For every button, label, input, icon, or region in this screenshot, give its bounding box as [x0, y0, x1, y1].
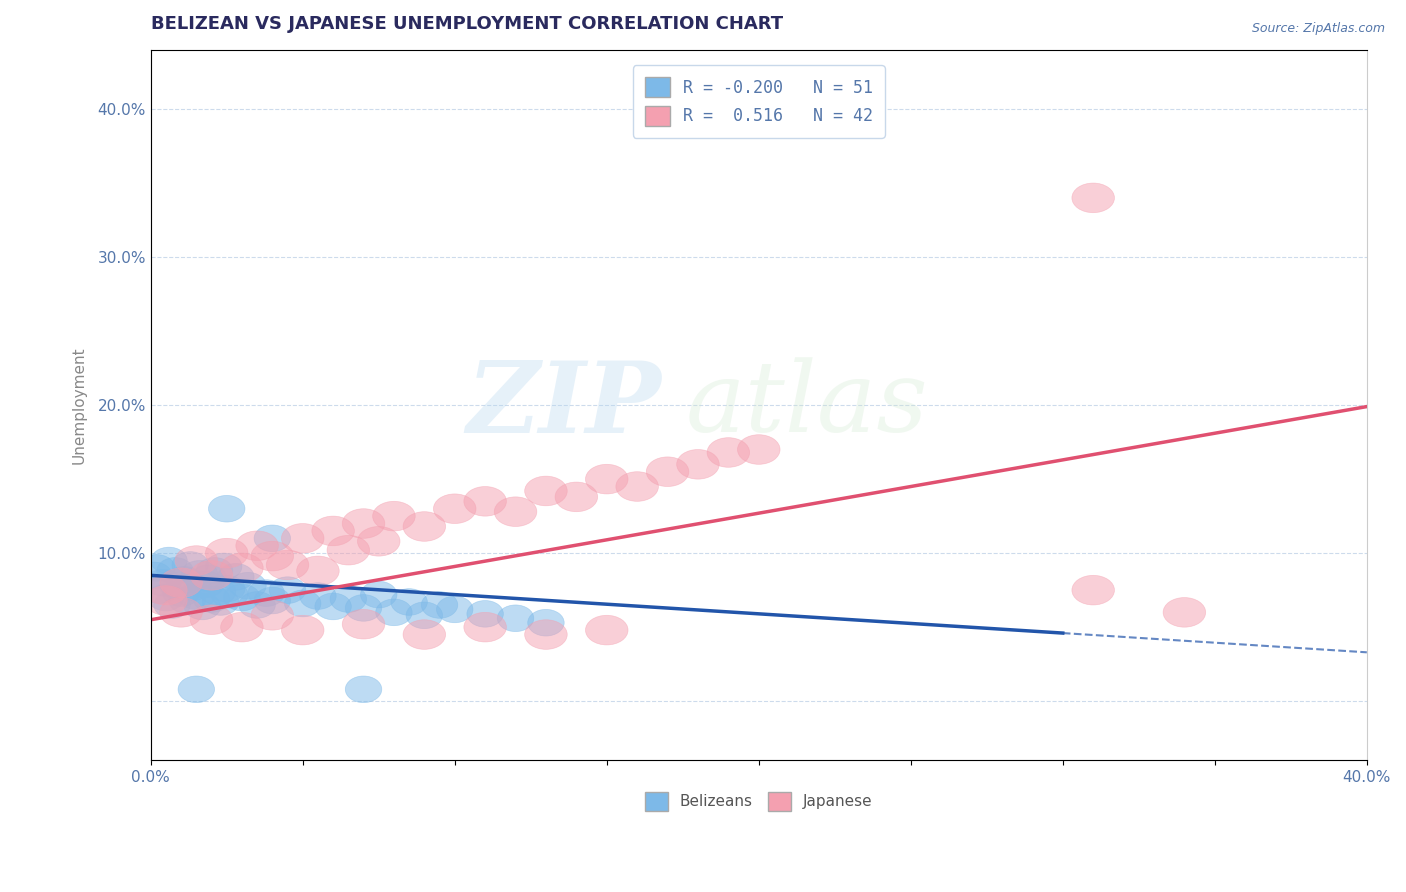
Ellipse shape	[236, 531, 278, 560]
Ellipse shape	[174, 546, 218, 575]
Ellipse shape	[281, 524, 323, 553]
Ellipse shape	[464, 612, 506, 642]
Ellipse shape	[346, 595, 382, 621]
Ellipse shape	[738, 434, 780, 465]
Ellipse shape	[495, 497, 537, 526]
Ellipse shape	[252, 600, 294, 630]
Ellipse shape	[527, 609, 564, 636]
Ellipse shape	[1071, 575, 1115, 605]
Ellipse shape	[211, 582, 247, 608]
Ellipse shape	[169, 587, 205, 614]
Ellipse shape	[187, 571, 224, 598]
Ellipse shape	[281, 615, 323, 645]
Ellipse shape	[184, 593, 221, 620]
Ellipse shape	[270, 577, 305, 604]
Ellipse shape	[145, 575, 187, 605]
Ellipse shape	[498, 605, 534, 632]
Ellipse shape	[200, 578, 236, 605]
Ellipse shape	[676, 450, 720, 479]
Ellipse shape	[357, 526, 401, 556]
Ellipse shape	[312, 516, 354, 546]
Ellipse shape	[297, 556, 339, 586]
Ellipse shape	[247, 580, 284, 607]
Ellipse shape	[145, 586, 187, 615]
Ellipse shape	[436, 596, 472, 623]
Ellipse shape	[190, 560, 233, 591]
Ellipse shape	[422, 591, 458, 618]
Ellipse shape	[139, 555, 174, 582]
Ellipse shape	[433, 494, 477, 524]
Ellipse shape	[342, 508, 385, 539]
Ellipse shape	[202, 589, 239, 615]
Legend: Belizeans, Japanese: Belizeans, Japanese	[638, 786, 879, 817]
Ellipse shape	[404, 512, 446, 541]
Ellipse shape	[360, 582, 396, 608]
Ellipse shape	[467, 600, 503, 627]
Y-axis label: Unemployment: Unemployment	[72, 346, 86, 464]
Ellipse shape	[524, 476, 567, 506]
Ellipse shape	[1071, 183, 1115, 212]
Ellipse shape	[197, 558, 233, 584]
Ellipse shape	[252, 541, 294, 571]
Ellipse shape	[315, 593, 352, 620]
Ellipse shape	[585, 465, 628, 494]
Ellipse shape	[299, 582, 336, 609]
Ellipse shape	[174, 574, 211, 600]
Ellipse shape	[218, 564, 254, 591]
Ellipse shape	[179, 582, 215, 609]
Ellipse shape	[179, 676, 215, 703]
Ellipse shape	[346, 676, 382, 703]
Ellipse shape	[239, 591, 276, 618]
Ellipse shape	[555, 482, 598, 512]
Ellipse shape	[190, 605, 233, 634]
Ellipse shape	[208, 495, 245, 522]
Ellipse shape	[153, 591, 190, 618]
Text: atlas: atlas	[686, 358, 928, 453]
Ellipse shape	[145, 569, 181, 596]
Text: Source: ZipAtlas.com: Source: ZipAtlas.com	[1251, 22, 1385, 36]
Ellipse shape	[707, 438, 749, 467]
Ellipse shape	[157, 558, 193, 584]
Ellipse shape	[647, 457, 689, 486]
Ellipse shape	[193, 586, 229, 612]
Ellipse shape	[172, 551, 208, 578]
Ellipse shape	[142, 577, 179, 604]
Ellipse shape	[190, 565, 226, 591]
Ellipse shape	[135, 562, 172, 589]
Ellipse shape	[205, 539, 247, 568]
Ellipse shape	[330, 586, 367, 612]
Ellipse shape	[208, 575, 245, 602]
Ellipse shape	[284, 591, 321, 616]
Ellipse shape	[391, 589, 427, 615]
Ellipse shape	[1163, 598, 1206, 627]
Ellipse shape	[160, 598, 202, 627]
Ellipse shape	[375, 599, 412, 625]
Ellipse shape	[342, 609, 385, 639]
Ellipse shape	[404, 620, 446, 649]
Ellipse shape	[181, 560, 218, 587]
Ellipse shape	[166, 566, 202, 593]
Ellipse shape	[328, 535, 370, 565]
Text: BELIZEAN VS JAPANESE UNEMPLOYMENT CORRELATION CHART: BELIZEAN VS JAPANESE UNEMPLOYMENT CORREL…	[150, 15, 783, 33]
Ellipse shape	[224, 584, 260, 611]
Ellipse shape	[205, 553, 242, 580]
Ellipse shape	[464, 486, 506, 516]
Ellipse shape	[221, 612, 263, 642]
Ellipse shape	[266, 550, 309, 580]
Text: ZIP: ZIP	[467, 357, 661, 453]
Ellipse shape	[163, 580, 200, 607]
Ellipse shape	[221, 553, 263, 582]
Ellipse shape	[585, 615, 628, 645]
Ellipse shape	[406, 602, 443, 629]
Ellipse shape	[148, 584, 184, 611]
Ellipse shape	[229, 573, 266, 599]
Ellipse shape	[254, 525, 291, 551]
Ellipse shape	[254, 587, 291, 614]
Ellipse shape	[616, 472, 658, 501]
Ellipse shape	[150, 547, 187, 574]
Ellipse shape	[373, 501, 415, 531]
Ellipse shape	[160, 573, 197, 599]
Ellipse shape	[160, 568, 202, 598]
Ellipse shape	[524, 620, 567, 649]
